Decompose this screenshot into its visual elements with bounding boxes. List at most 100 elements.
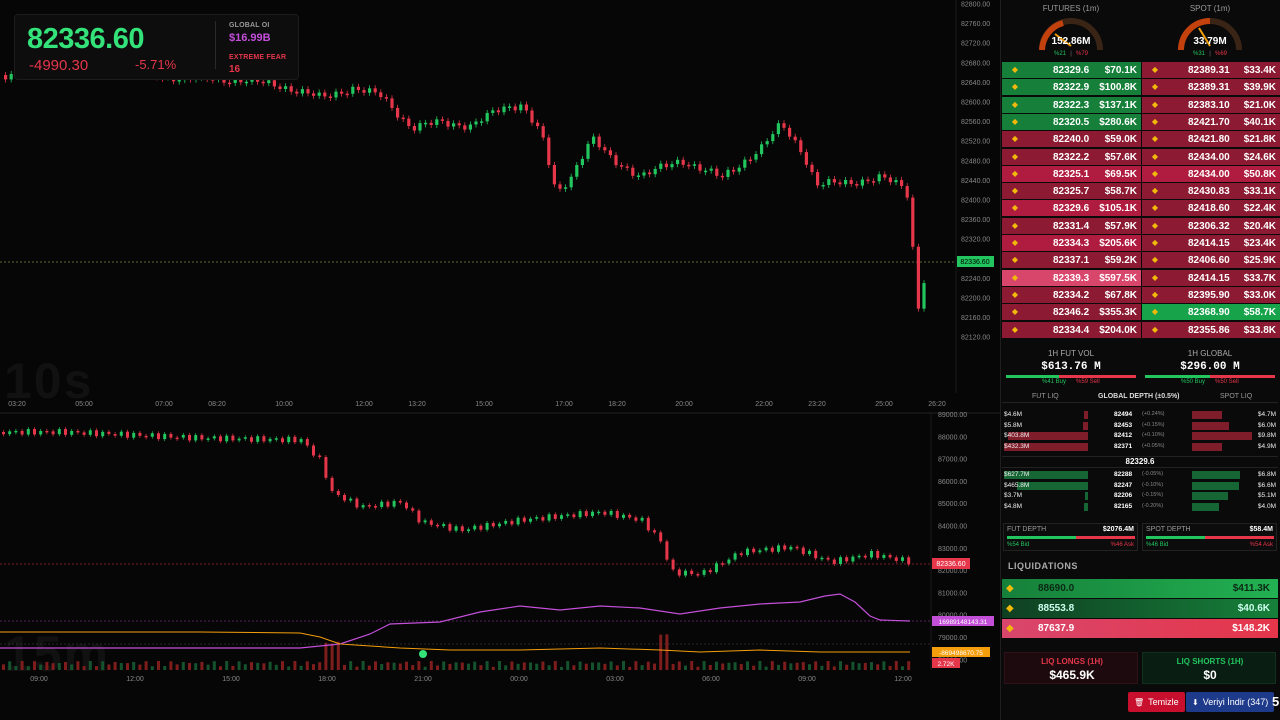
trade-size: $280.6K: [1099, 116, 1137, 128]
volume-bar: [690, 661, 694, 670]
candle: [468, 124, 472, 130]
trade-price: 82329.6: [1053, 203, 1090, 215]
x-tick-label: 26:20: [928, 401, 946, 408]
candle: [789, 546, 793, 550]
trade-row: ◆ 82355.86 $33.8K: [1142, 321, 1280, 339]
candle: [877, 174, 881, 182]
candle: [70, 430, 74, 435]
download-label: Veriyi İndir (347): [1202, 697, 1269, 707]
trade-price: 82383.10: [1188, 99, 1230, 111]
volume-bar: [863, 662, 867, 670]
volume-bar: [529, 662, 532, 670]
trade-row: ◆ 82320.5 $280.6K: [1002, 113, 1141, 131]
trade-price: 82389.31: [1188, 65, 1230, 76]
exchange-icon: ◆: [1011, 151, 1019, 161]
x-tick-label: 06:00: [702, 676, 720, 683]
y-tick-label: 82400.00: [961, 198, 990, 205]
trade-row: ◆ 82306.32 $20.4K: [1142, 217, 1280, 235]
volume-tag-label: 2.72K: [938, 661, 956, 668]
volume-bar: [57, 663, 61, 670]
depth-price: 82371: [1114, 442, 1133, 450]
candle: [379, 92, 383, 98]
x-tick-label: 20:00: [675, 401, 693, 408]
spot-gauge: SPOT (1m) 33.79M %31 | %69: [1178, 4, 1242, 57]
candle: [284, 86, 288, 90]
depth-left-size: $4.8M: [1004, 502, 1023, 510]
candle: [429, 122, 433, 125]
candle: [894, 557, 898, 561]
volume-bar: [45, 661, 49, 670]
volume-bar: [541, 661, 545, 670]
candle: [671, 559, 675, 570]
timeframe-watermark-top: 10s: [4, 353, 94, 409]
candle: [727, 559, 731, 564]
depth-price: 82453: [1114, 421, 1133, 429]
candle: [206, 438, 210, 440]
x-tick-label: 12:00: [894, 676, 912, 683]
volume-bar: [188, 662, 191, 670]
candle: [95, 430, 98, 437]
candle: [614, 155, 618, 166]
global-vol-value: $296.00 M: [1180, 361, 1240, 373]
volume-bar: [584, 663, 588, 670]
candle: [659, 532, 663, 542]
volume-bar: [219, 666, 222, 670]
y-tick-label: 82240.00: [961, 276, 990, 283]
depth-right-size: $9.8M: [1257, 432, 1276, 439]
candle: [687, 164, 691, 167]
current-price: 82336.60: [27, 23, 144, 55]
volume-bar: [907, 661, 911, 670]
trade-row: ◆ 82389.31 $39.9K: [1142, 79, 1280, 97]
tab-global-depth[interactable]: GLOBAL DEPTH (±0.5%): [1098, 393, 1180, 400]
fut-depth-bar: [1007, 536, 1135, 539]
liquidation-price: 88690.0: [1038, 583, 1075, 594]
trade-row: ◆ 82383.10 $21.0K: [1142, 96, 1280, 114]
candle: [737, 167, 741, 172]
candle: [838, 182, 842, 185]
candle: [228, 82, 232, 85]
candle: [648, 172, 652, 175]
trade-price: 82421.80: [1188, 134, 1230, 146]
candle: [429, 520, 433, 525]
candle: [417, 510, 421, 523]
candle: [150, 433, 154, 437]
trade-price: 82325.1: [1053, 168, 1090, 180]
candle: [446, 120, 450, 127]
candle: [502, 106, 506, 113]
candle: [351, 86, 355, 94]
volume-bar: [746, 661, 749, 670]
spot-gauge-value: 33.79M: [1193, 36, 1226, 47]
candle: [448, 524, 452, 531]
volume-bar: [783, 661, 787, 670]
exchange-icon: ◆: [1151, 238, 1159, 247]
volume-bar: [181, 662, 185, 670]
depth-pct: (+0.15%): [1142, 421, 1165, 428]
spot-gauge-label: SPOT (1m): [1190, 4, 1231, 13]
candle: [739, 553, 743, 556]
candle: [698, 164, 702, 171]
edge-indicator: 5: [1272, 694, 1280, 709]
bottom-price-chart[interactable]: 89000.00 88000.00 87000.00 86000.00 85000.00…: [0, 412, 1000, 690]
candle: [132, 432, 136, 438]
clear-button[interactable]: 🗑︎ Temizle: [1128, 692, 1185, 712]
tab-fut-liq[interactable]: FUT LIQ: [1032, 393, 1059, 400]
candle: [524, 104, 528, 111]
ticker-divider: [215, 21, 216, 69]
global-vol-sell: %50 Sell: [1215, 379, 1239, 385]
futures-gauge-sell: %79: [1076, 51, 1089, 57]
trade-size: $21.0K: [1243, 99, 1276, 111]
exchange-icon: ◆: [1006, 603, 1014, 614]
candle: [708, 570, 712, 573]
trade-row: ◆ 82325.1 $69.5K: [1002, 165, 1141, 183]
candle: [289, 86, 293, 92]
depth-row: $3.7M 82206 (-0.15%) $5.1M: [1002, 491, 1278, 501]
depth-bar-right: [1192, 492, 1228, 500]
candle: [323, 92, 327, 97]
spot-depth-value: $58.4M: [1249, 526, 1273, 533]
tab-spot-liq[interactable]: SPOT LIQ: [1220, 393, 1253, 400]
trade-size: $59.0K: [1104, 134, 1137, 146]
volume-bar: [194, 663, 198, 670]
x-tick-label: 12:00: [355, 401, 373, 408]
candle: [575, 165, 579, 177]
download-data-button[interactable]: ⬇ Veriyi İndir (347): [1186, 692, 1275, 712]
